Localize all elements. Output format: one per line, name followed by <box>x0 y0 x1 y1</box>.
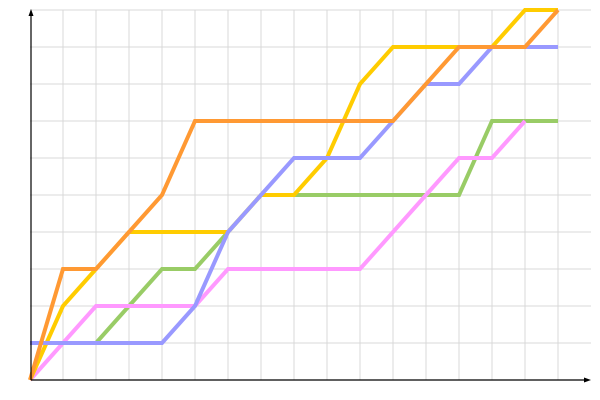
series-line-3 <box>30 45 558 345</box>
series-line-4 <box>28 8 560 381</box>
y-axis-arrow-icon <box>28 9 34 16</box>
series-lines <box>28 8 560 382</box>
axes <box>28 9 591 383</box>
series-line-1 <box>28 119 527 382</box>
series-line-0 <box>94 119 558 345</box>
x-axis-arrow-icon <box>584 377 591 383</box>
